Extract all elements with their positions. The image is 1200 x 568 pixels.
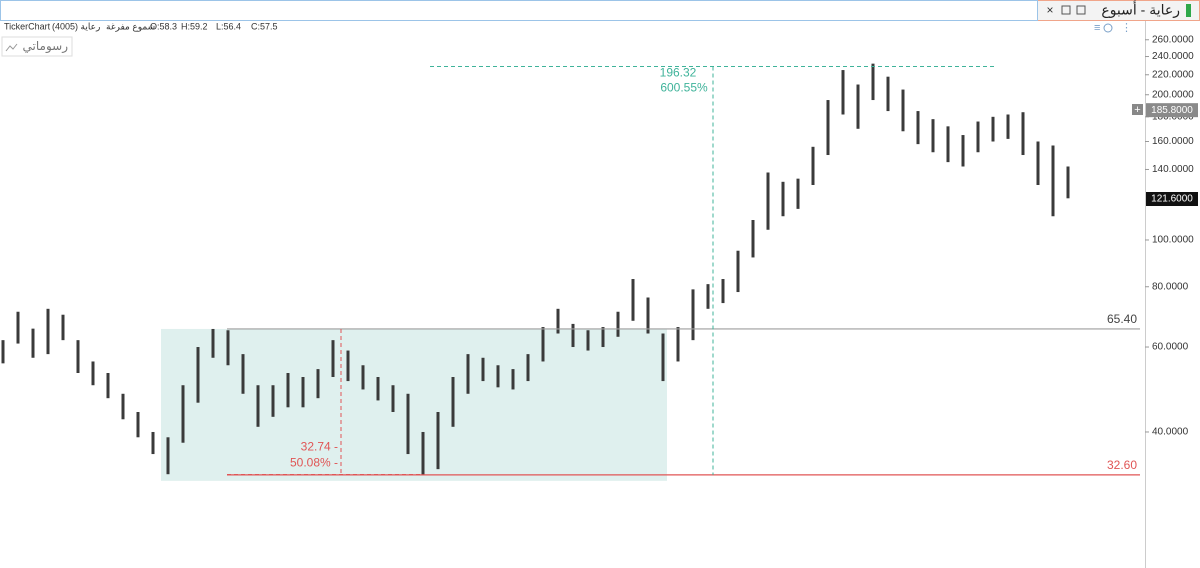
settings-icon[interactable]	[1103, 23, 1113, 33]
y-tick-label: 200.0000	[1152, 89, 1194, 100]
y-tick-label: 260.0000	[1152, 34, 1194, 45]
y-tick-label: 220.0000	[1152, 69, 1194, 80]
info-style: شموع مفرغة	[106, 21, 155, 31]
symbol-input[interactable]	[0, 0, 1038, 21]
crosshair-button[interactable]	[1132, 104, 1143, 115]
info-open: O:58.3	[150, 21, 177, 31]
price-label-box	[1146, 192, 1198, 207]
price-label-box	[1146, 103, 1198, 118]
y-tick-label: 60.0000	[1152, 342, 1189, 353]
measure-down-percent: 50.08% -	[290, 456, 338, 470]
measure-box	[161, 328, 667, 481]
info-high: H:59.2	[181, 21, 208, 31]
drawings-button[interactable]	[1, 36, 73, 57]
info-source: TickerChart	[4, 21, 51, 31]
info-symbol: رعاية (4005)	[52, 21, 100, 31]
y-tick-label: 140.0000	[1152, 164, 1194, 175]
maximize-icon[interactable]	[1076, 5, 1086, 15]
y-tick-label: 40.0000	[1152, 427, 1189, 438]
status-indicator	[1186, 4, 1191, 17]
drawings-button-label[interactable]: رسوماتي	[23, 39, 69, 54]
y-tick-label: 80.0000	[1152, 281, 1189, 292]
menu-icon[interactable]: ≡	[1094, 22, 1100, 34]
price-label: 185.8000	[1151, 105, 1193, 116]
level-label: 32.60	[1107, 458, 1137, 472]
restore-icon[interactable]	[1061, 5, 1071, 15]
window-title: رعاية - أسبوع	[1101, 1, 1180, 19]
measure-value: 196.32	[660, 66, 697, 80]
info-low: L:56.4	[216, 21, 241, 31]
price-label: 121.6000	[1151, 194, 1193, 205]
more-icon[interactable]: ⋮	[1121, 22, 1132, 34]
info-close: C:57.5	[251, 21, 278, 31]
level-label: 65.40	[1107, 312, 1137, 326]
y-tick-label: 100.0000	[1152, 235, 1194, 246]
y-tick-label: 240.0000	[1152, 51, 1194, 62]
drawings-icon	[5, 43, 18, 52]
y-tick-label: 160.0000	[1152, 136, 1194, 147]
measure-percent: 600.55%	[660, 81, 708, 95]
close-icon[interactable]: ×	[1046, 3, 1053, 17]
measure-down-value: 32.74 -	[301, 440, 338, 454]
plot: 260.0000240.0000220.0000200.0000180.0000…	[1, 34, 1198, 481]
crosshair-icon: +	[1134, 104, 1140, 116]
